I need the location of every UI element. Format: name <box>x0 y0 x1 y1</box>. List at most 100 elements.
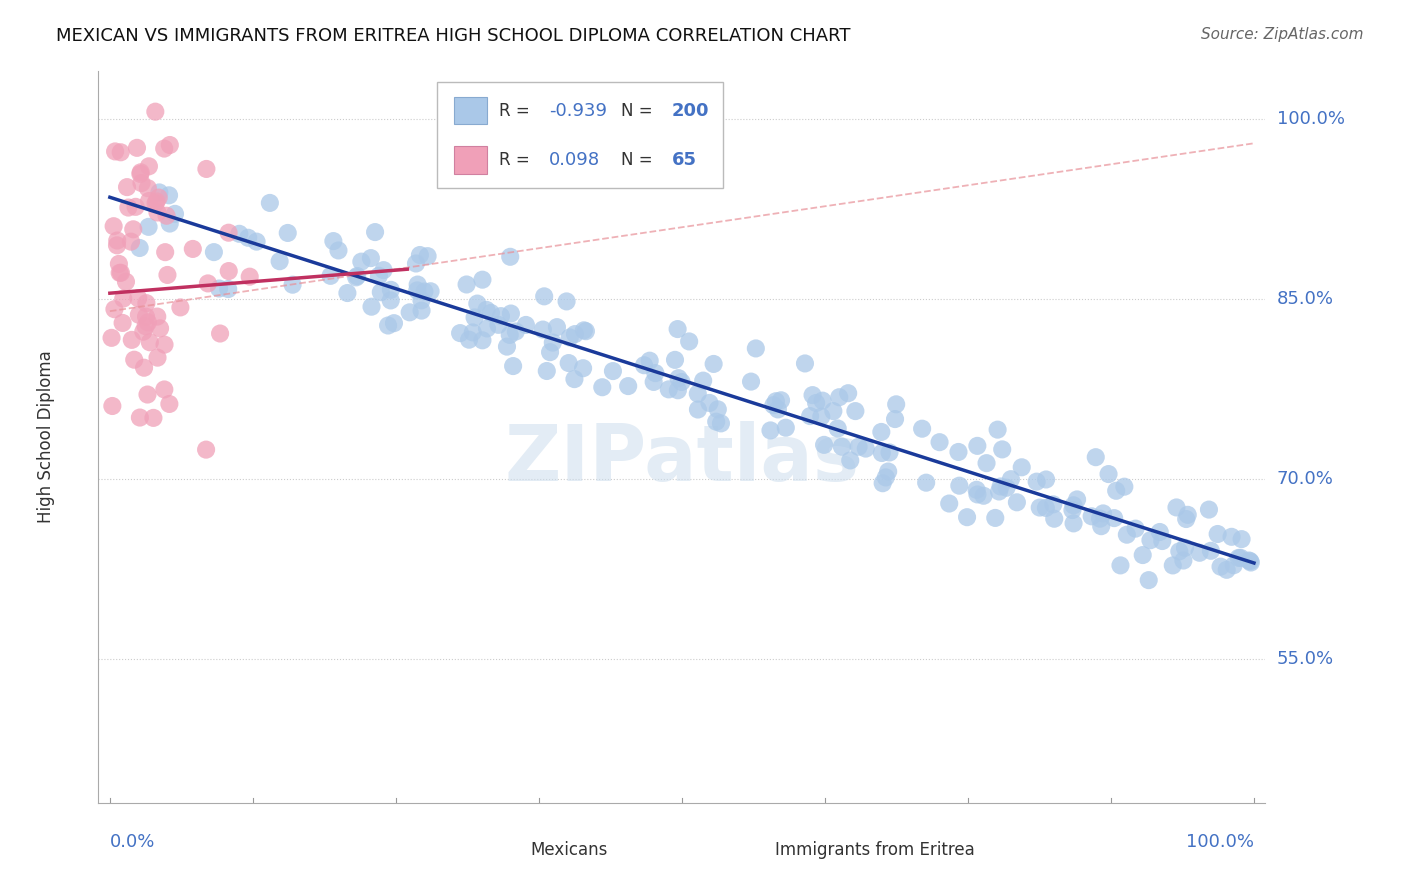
Point <box>1000 472 1022 486</box>
Point <box>546 320 568 334</box>
Point <box>157 397 180 411</box>
Point <box>336 286 359 301</box>
Point <box>197 277 219 291</box>
Point <box>157 188 180 202</box>
Point <box>148 186 170 200</box>
Point <box>831 440 853 454</box>
Point <box>1080 509 1102 524</box>
Point <box>153 142 176 156</box>
Point <box>277 226 299 240</box>
Point <box>502 359 524 373</box>
Point <box>471 273 494 287</box>
Point <box>135 296 157 310</box>
Point <box>409 248 432 262</box>
Point <box>1132 548 1154 562</box>
Point <box>108 257 131 271</box>
Point <box>328 244 350 258</box>
Point <box>143 104 166 119</box>
Point <box>617 379 640 393</box>
Point <box>499 327 522 342</box>
Point <box>319 268 342 283</box>
Point <box>766 402 789 417</box>
Point <box>135 310 157 324</box>
Point <box>984 511 1007 525</box>
Point <box>710 417 733 431</box>
Point <box>987 423 1010 437</box>
Point <box>1115 527 1137 541</box>
Point <box>707 402 730 417</box>
Point <box>103 219 125 234</box>
Point <box>115 180 138 194</box>
Point <box>132 360 155 375</box>
Point <box>801 388 824 402</box>
Point <box>239 269 262 284</box>
Point <box>799 409 821 423</box>
Point <box>1199 543 1222 558</box>
Point <box>110 145 132 160</box>
Point <box>692 374 714 388</box>
Point <box>377 318 399 333</box>
Point <box>1109 558 1132 573</box>
Point <box>643 375 665 389</box>
Text: 100.0%: 100.0% <box>1185 833 1254 851</box>
Point <box>1239 554 1261 568</box>
Point <box>138 159 160 173</box>
Text: N =: N = <box>621 102 658 120</box>
Point <box>486 318 509 332</box>
Point <box>148 191 170 205</box>
Point <box>136 315 159 329</box>
Point <box>411 303 433 318</box>
Point <box>449 326 471 340</box>
Point <box>855 442 877 456</box>
Point <box>245 235 267 249</box>
Point <box>1220 530 1243 544</box>
Point <box>558 330 581 344</box>
Point <box>1035 473 1057 487</box>
Point <box>146 351 169 365</box>
Point <box>1177 508 1199 522</box>
FancyBboxPatch shape <box>437 82 723 188</box>
Point <box>686 402 709 417</box>
Point <box>370 285 392 300</box>
Point <box>382 316 405 330</box>
Point <box>1198 502 1220 516</box>
Point <box>1230 532 1253 546</box>
Point <box>115 275 138 289</box>
Point <box>844 404 866 418</box>
Point <box>419 285 441 299</box>
Point <box>1105 483 1128 498</box>
Point <box>129 165 152 179</box>
Point <box>948 478 970 492</box>
Point <box>155 209 177 223</box>
Point <box>1188 546 1211 560</box>
Point <box>1125 522 1147 536</box>
Point <box>666 322 689 336</box>
Point <box>202 245 225 260</box>
Point <box>218 264 240 278</box>
Text: 100.0%: 100.0% <box>1277 111 1344 128</box>
Point <box>1166 500 1188 515</box>
Point <box>541 335 564 350</box>
Point <box>633 358 655 372</box>
Point <box>136 181 159 195</box>
Point <box>870 446 893 460</box>
Point <box>879 445 901 459</box>
Point <box>406 284 429 298</box>
Bar <box>454 146 486 174</box>
Text: -0.939: -0.939 <box>548 102 607 120</box>
Point <box>664 352 686 367</box>
Point <box>103 302 125 317</box>
Point <box>367 268 389 283</box>
Point <box>456 277 478 292</box>
Text: 55.0%: 55.0% <box>1277 650 1334 668</box>
Text: 200: 200 <box>672 102 709 120</box>
Point <box>810 409 832 424</box>
Point <box>1152 534 1174 549</box>
Point <box>875 470 897 484</box>
Point <box>153 245 176 260</box>
Point <box>531 322 554 336</box>
Point <box>269 254 291 268</box>
Point <box>699 396 721 410</box>
Point <box>146 310 169 324</box>
Point <box>1011 460 1033 475</box>
